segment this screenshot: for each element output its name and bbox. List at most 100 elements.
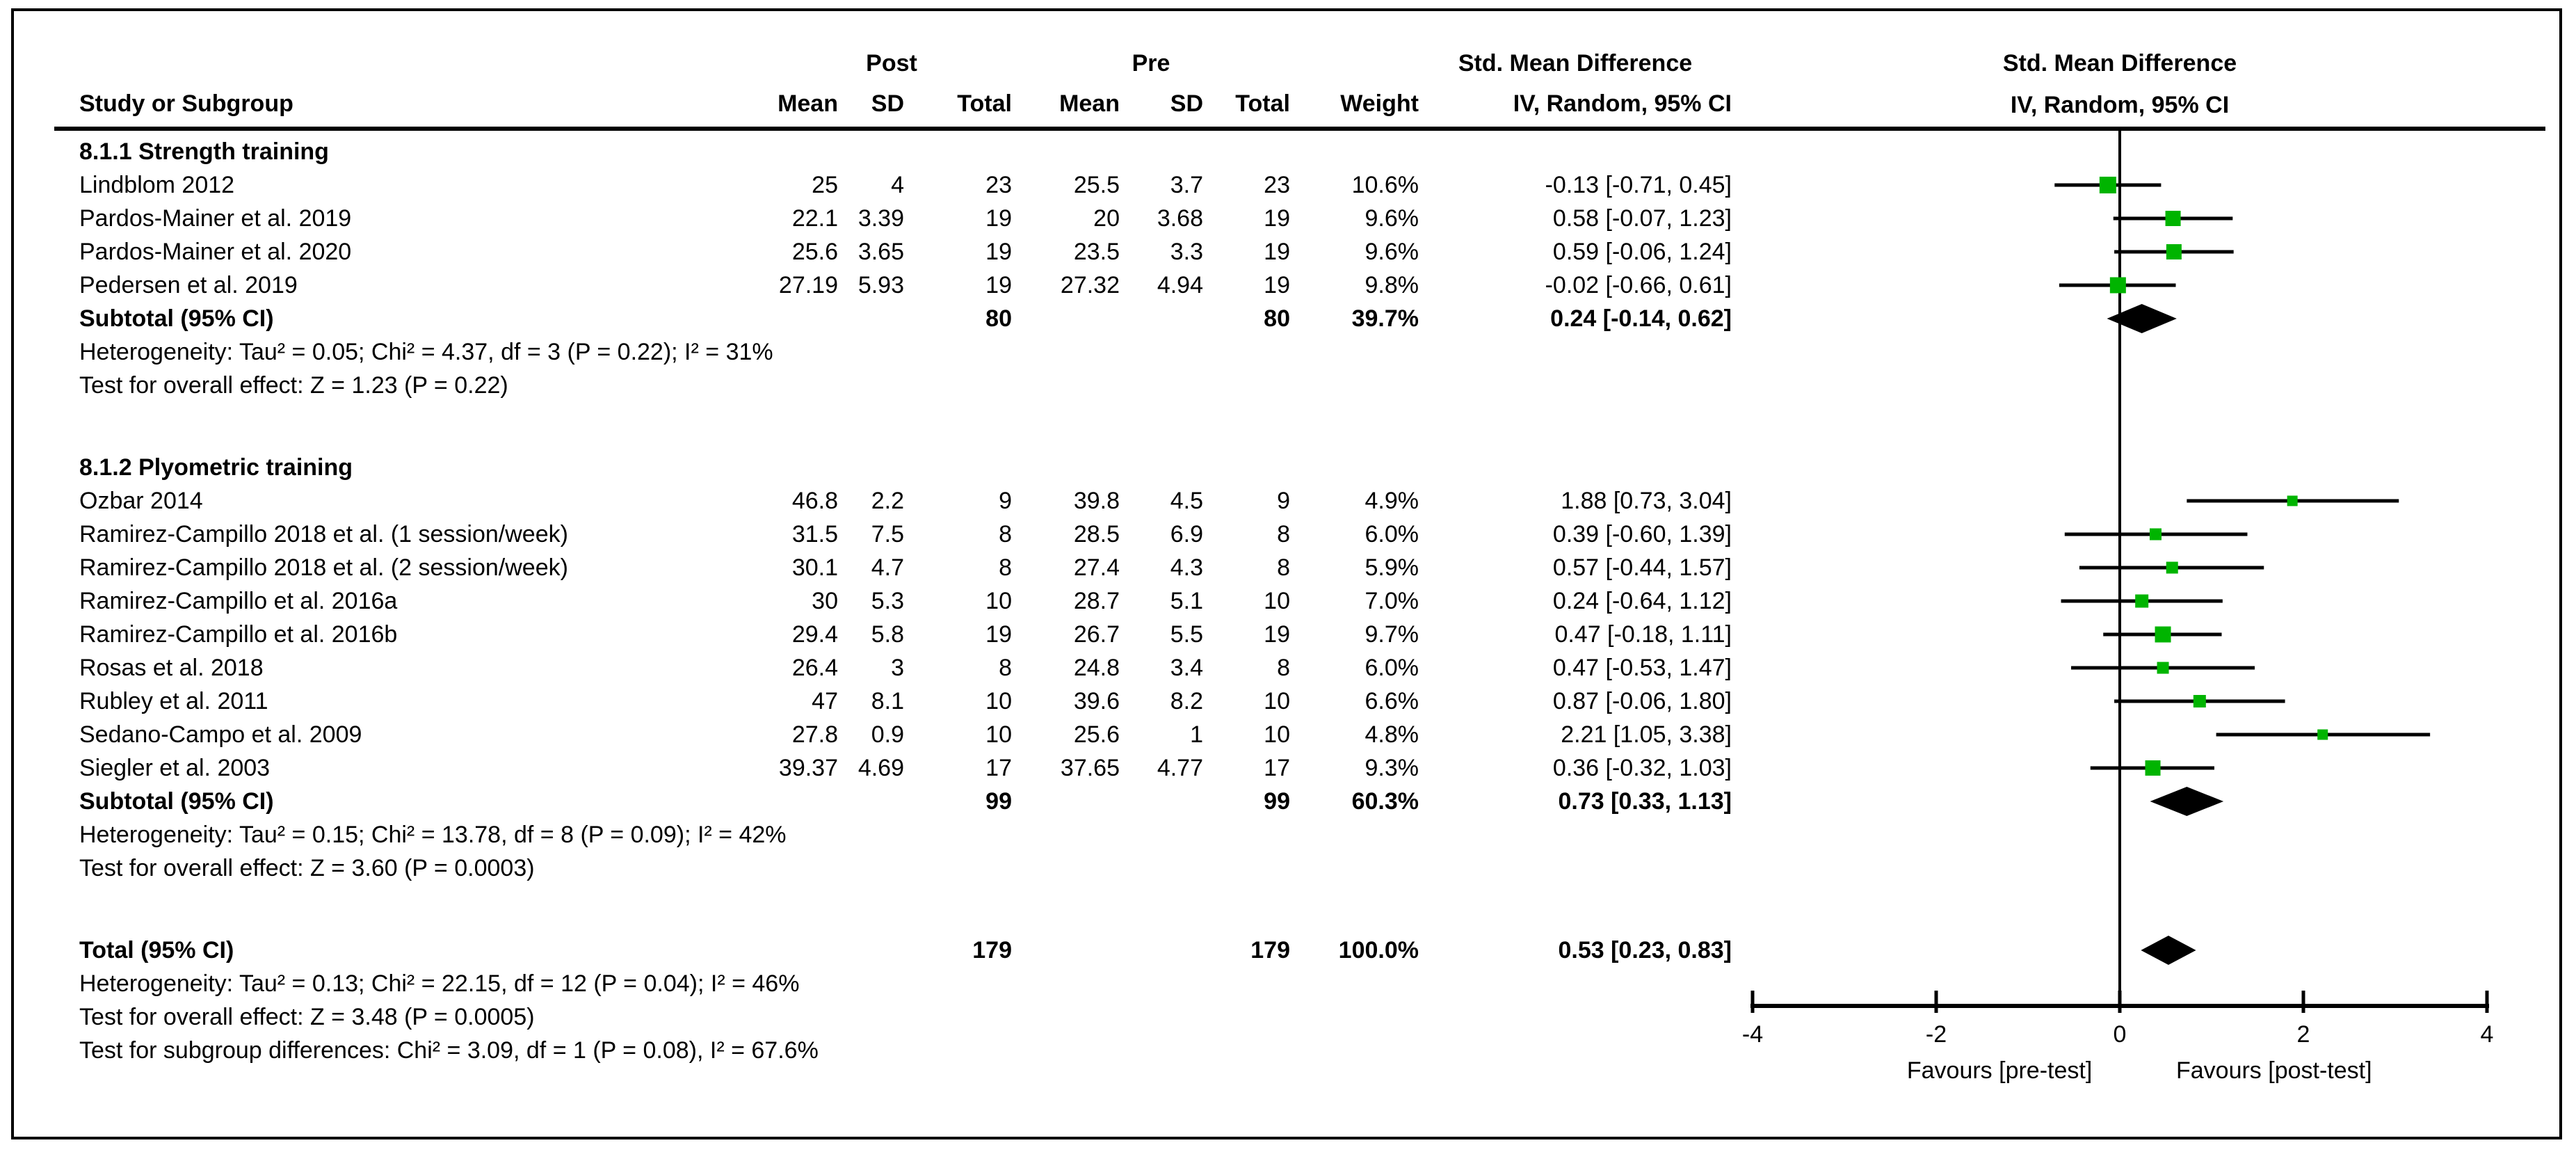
post-total: 17	[985, 755, 1012, 781]
study-label: Ramirez-Campillo et al. 2016a	[79, 588, 398, 614]
pre-total-header: Total	[1235, 90, 1290, 117]
study-row: Rosas et al. 2018 26.4 3 8 24.8 3.4 8 6.0% 0.47 …	[14, 651, 2559, 685]
pre-total: 17	[1264, 755, 1290, 781]
post-sd: 7.5	[871, 521, 904, 547]
overall-effect-row: Test for overall effect: Z = 3.60 (P = 0…	[14, 851, 2559, 885]
smd-ci: 0.47 [-0.18, 1.11]	[1554, 621, 1732, 648]
weight: 4.9%	[1365, 488, 1419, 514]
table-header: Post Pre Std. Mean Difference Std. Mean …	[14, 11, 2559, 124]
smd-ci: 0.87 [-0.06, 1.80]	[1552, 688, 1732, 714]
post-mean: 30.1	[791, 554, 838, 581]
subgroup-heading-row: 8.1.1 Strength training	[14, 135, 2559, 168]
pre-sd: 3.4	[1170, 655, 1203, 681]
study-table-body: 8.1.1 Strength training Lindblom 2012 25 4 2…	[14, 131, 2559, 1067]
smd-ci: -0.13 [-0.71, 0.45]	[1545, 172, 1732, 198]
post-group-header: Post	[866, 50, 917, 77]
pre-mean: 23.5	[1073, 239, 1120, 265]
weight: 9.8%	[1365, 272, 1419, 298]
pre-total: 179	[1250, 937, 1290, 963]
study-column-header: Study or Subgroup	[79, 90, 293, 117]
subgroup-differences-row: Test for subgroup differences: Chi² = 3.…	[14, 1034, 2559, 1067]
post-sd-header: SD	[871, 90, 904, 117]
pre-total: 19	[1264, 272, 1290, 298]
pre-sd-header: SD	[1170, 90, 1203, 117]
pre-mean: 25.5	[1073, 172, 1120, 198]
post-mean: 30	[812, 588, 838, 614]
weight: 9.6%	[1365, 239, 1419, 265]
post-total: 179	[972, 937, 1012, 963]
post-total: 23	[985, 172, 1012, 198]
study-row: Pedersen et al. 2019 27.19 5.93 19 27.32 4.94…	[14, 269, 2559, 302]
post-mean: 29.4	[791, 621, 838, 648]
post-total-header: Total	[957, 90, 1012, 117]
smd-ci: 0.39 [-0.60, 1.39]	[1552, 521, 1732, 547]
post-total: 8	[999, 554, 1012, 581]
study-row: Pardos-Mainer et al. 2019 22.1 3.39 19 20 3.6…	[14, 202, 2559, 235]
post-total: 9	[999, 488, 1012, 514]
smd-ci: 0.59 [-0.06, 1.24]	[1552, 239, 1732, 265]
post-total: 99	[985, 788, 1012, 815]
study-label: Lindblom 2012	[79, 172, 235, 198]
smd-ci: 0.24 [-0.14, 0.62]	[1550, 305, 1732, 332]
post-total: 80	[985, 305, 1012, 332]
pre-sd: 4.5	[1170, 488, 1203, 514]
weight: 9.7%	[1365, 621, 1419, 648]
study-row: Sedano-Campo et al. 2009 27.8 0.9 10 25.6 1 10…	[14, 718, 2559, 751]
pre-sd: 4.3	[1170, 554, 1203, 581]
pre-mean: 28.7	[1073, 588, 1120, 614]
pooled-label: Subtotal (95% CI)	[79, 788, 274, 815]
smd-ci: 1.88 [0.73, 3.04]	[1561, 488, 1732, 514]
post-sd: 4.7	[871, 554, 904, 581]
weight: 6.0%	[1365, 521, 1419, 547]
post-mean: 27.19	[778, 272, 838, 298]
pre-mean: 39.8	[1073, 488, 1120, 514]
subtotal-row: Subtotal (95% CI) 80 80 39.7% 0.24 [-0.14, 0…	[14, 302, 2559, 335]
smd-ci: 2.21 [1.05, 3.38]	[1561, 721, 1732, 748]
weight-header: Weight	[1340, 90, 1419, 117]
pre-sd: 5.1	[1170, 588, 1203, 614]
pre-total: 19	[1264, 621, 1290, 648]
overall-effect-row-text: Test for overall effect: Z = 3.48 (P = 0…	[79, 1004, 535, 1030]
post-sd: 5.3	[871, 588, 904, 614]
study-row: Siegler et al. 2003 39.37 4.69 17 37.65 4.77 1…	[14, 751, 2559, 785]
study-label: Ozbar 2014	[79, 488, 203, 514]
heterogeneity-row-text: Heterogeneity: Tau² = 0.13; Chi² = 22.15…	[79, 970, 800, 997]
pre-mean: 27.32	[1060, 272, 1120, 298]
pre-sd: 5.5	[1170, 621, 1203, 648]
pre-total: 10	[1264, 688, 1290, 714]
plot-method-header: IV, Random, 95% CI	[2010, 92, 2230, 118]
pre-total: 10	[1264, 721, 1290, 748]
smd-ci: 0.47 [-0.53, 1.47]	[1552, 655, 1732, 681]
pre-group-header: Pre	[1132, 50, 1170, 77]
study-row: Pardos-Mainer et al. 2020 25.6 3.65 19 23.5 3…	[14, 235, 2559, 269]
post-sd: 5.8	[871, 621, 904, 648]
pre-mean: 25.6	[1073, 721, 1120, 748]
pre-mean: 24.8	[1073, 655, 1120, 681]
weight: 100.0%	[1338, 937, 1419, 963]
pre-total: 80	[1264, 305, 1290, 332]
post-sd: 3	[891, 655, 904, 681]
post-total: 8	[999, 655, 1012, 681]
post-mean: 27.8	[791, 721, 838, 748]
pre-mean: 27.4	[1073, 554, 1120, 581]
pre-total: 19	[1264, 205, 1290, 232]
post-sd: 8.1	[871, 688, 904, 714]
header-group-row: Post Pre Std. Mean Difference Std. Mean …	[14, 45, 2559, 83]
weight: 9.6%	[1365, 205, 1419, 232]
figure-content: Post Pre Std. Mean Difference Std. Mean …	[14, 11, 2559, 1137]
weight: 6.0%	[1365, 655, 1419, 681]
pre-mean: 20	[1093, 205, 1120, 232]
post-mean-header: Mean	[778, 90, 838, 117]
pre-mean: 39.6	[1073, 688, 1120, 714]
weight: 9.3%	[1365, 755, 1419, 781]
study-label: Sedano-Campo et al. 2009	[79, 721, 362, 748]
study-label: Ramirez-Campillo 2018 et al. (2 session/…	[79, 554, 568, 581]
header-divider	[54, 127, 2545, 131]
study-row: Ramirez-Campillo et al. 2016b 29.4 5.8 19 26…	[14, 618, 2559, 651]
study-row: Rubley et al. 2011 47 8.1 10 39.6 8.2 10 6.6% 0.…	[14, 685, 2559, 718]
plot-title-header: Std. Mean Difference	[2002, 50, 2237, 77]
study-label: Rubley et al. 2011	[79, 688, 268, 714]
heterogeneity-row: Heterogeneity: Tau² = 0.15; Chi² = 13.78…	[14, 818, 2559, 851]
post-mean: 46.8	[791, 488, 838, 514]
post-total: 19	[985, 205, 1012, 232]
